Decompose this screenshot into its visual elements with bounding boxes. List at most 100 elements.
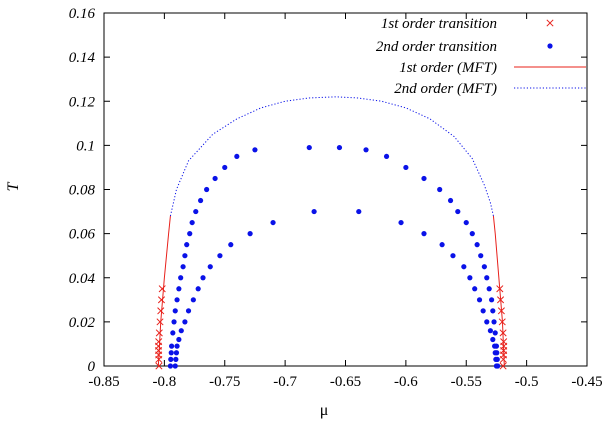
data-point-circle (336, 144, 343, 151)
data-point-circle (228, 242, 234, 248)
series-line (492, 215, 505, 367)
y-axis-label: T (5, 181, 22, 191)
x-tick-label: -0.45 (571, 374, 602, 390)
data-point-circle (178, 275, 184, 281)
data-point-circle (185, 308, 192, 314)
data-point-circle (174, 297, 180, 303)
series-1 (167, 144, 501, 369)
data-point-circle (478, 253, 484, 259)
data-point-circle (180, 264, 186, 270)
data-point-circle (311, 208, 317, 215)
data-point-circle (421, 175, 427, 182)
data-point-circle (480, 308, 486, 314)
data-point-circle (403, 164, 409, 171)
data-point-circle (182, 253, 188, 259)
data-point-circle (195, 286, 201, 292)
legend-label: 1st order (MFT) (399, 60, 497, 76)
cross-stroke (156, 318, 164, 326)
data-point-circle (234, 153, 240, 160)
data-point-circle (212, 175, 218, 182)
data-point-circle (489, 297, 495, 303)
data-point-circle (189, 219, 195, 226)
x-tick-label: -0.5 (515, 374, 539, 390)
y-tick-label: 0.06 (69, 227, 96, 243)
y-tick-label: 0.02 (69, 315, 96, 331)
y-tick-label: 0.04 (69, 271, 96, 287)
data-point-circle (469, 231, 475, 237)
data-point-cross (158, 285, 166, 293)
data-point-circle (490, 308, 496, 314)
data-point-circle (306, 144, 312, 151)
data-point-circle (472, 286, 478, 292)
data-point-circle (270, 219, 276, 226)
data-point-circle (167, 363, 174, 369)
data-point-circle (492, 343, 498, 349)
data-point-circle (455, 208, 461, 215)
data-point-circle (204, 186, 210, 193)
data-point-circle (486, 286, 492, 292)
y-tick-label: 0.1 (76, 138, 95, 154)
data-point-circle (437, 186, 443, 193)
data-point-circle (484, 275, 490, 281)
data-point-circle (168, 350, 174, 356)
data-point-circle (383, 153, 390, 160)
data-point-circle (356, 208, 362, 215)
data-point-circle (252, 147, 258, 153)
y-tick-label: 0.08 (69, 183, 96, 199)
series-0 (154, 285, 508, 370)
series-line (169, 96, 494, 217)
data-point-circle (207, 264, 213, 270)
data-point-circle (173, 350, 180, 356)
data-point-circle (182, 319, 188, 325)
cross-stroke (499, 362, 507, 370)
cross-stroke (157, 296, 166, 304)
x-tick-label: -0.85 (88, 374, 119, 390)
data-point-circle (492, 330, 498, 336)
data-point-circle (200, 275, 206, 281)
data-point-cross (499, 362, 507, 370)
data-point-cross (156, 318, 164, 326)
legend-label: 2nd order transition (376, 39, 497, 55)
data-point-circle (491, 319, 497, 325)
cross-stroke (155, 329, 163, 337)
data-point-circle (484, 319, 490, 325)
data-point-cross (155, 338, 163, 346)
data-point-circle (474, 242, 480, 248)
data-point-circle (169, 343, 175, 349)
data-point-circle (492, 350, 498, 356)
data-point-circle (447, 197, 454, 204)
legend-circle-marker (547, 43, 553, 49)
data-point-circle (190, 297, 196, 303)
data-point-circle (490, 336, 496, 343)
data-point-circle (481, 264, 487, 270)
data-point-circle (171, 319, 177, 325)
data-point-circle (176, 286, 182, 292)
x-tick-label: -0.65 (330, 374, 361, 390)
x-axis-label: μ (320, 402, 329, 419)
series-2 (157, 215, 505, 367)
data-point-circle (467, 275, 473, 281)
x-tick-label: -0.55 (451, 374, 482, 390)
data-point-circle (176, 336, 182, 343)
data-point-circle (450, 253, 456, 259)
data-point-circle (439, 242, 445, 248)
data-point-circle (398, 219, 404, 226)
x-tick-label: -0.7 (273, 374, 297, 390)
cross-stroke (155, 362, 163, 370)
data-point-circle (172, 308, 178, 314)
data-point-cross (155, 329, 163, 337)
data-point-circle (217, 253, 223, 259)
cross-stroke (158, 285, 166, 293)
data-point-circle (247, 231, 253, 237)
y-tick-label: 0.16 (69, 6, 96, 22)
data-point-circle (168, 356, 174, 362)
x-tick-label: -0.75 (209, 374, 240, 390)
data-point-circle (193, 208, 199, 215)
series-3 (169, 96, 494, 217)
cross-stroke (155, 338, 163, 346)
data-point-circle (173, 356, 179, 362)
x-tick-label: -0.8 (153, 374, 177, 390)
data-point-circle (184, 242, 190, 248)
data-point-circle (421, 231, 427, 237)
